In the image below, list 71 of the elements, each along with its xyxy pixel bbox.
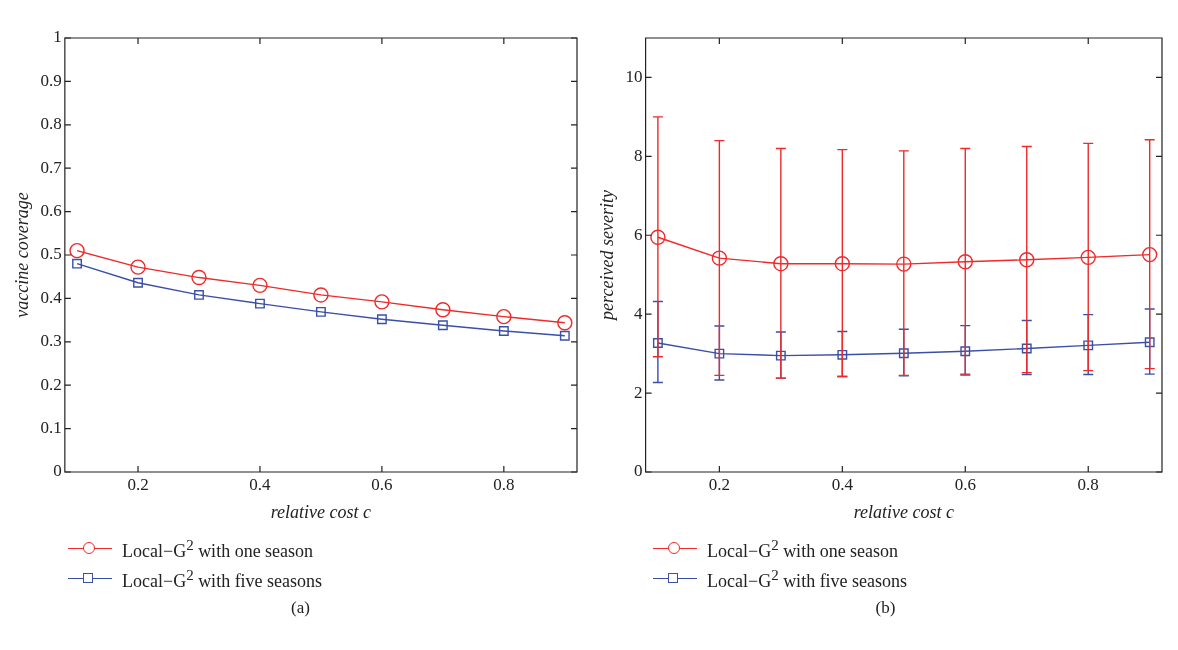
point [960, 346, 971, 357]
point [1144, 337, 1155, 348]
point [714, 348, 725, 359]
point [773, 255, 789, 272]
point [711, 250, 728, 266]
legend-label: Local−G$^{2}$ with five seasons [122, 566, 323, 592]
point [775, 350, 786, 361]
y-tick-label: 0.6 [40, 201, 62, 221]
point [650, 229, 666, 245]
legend-label: Local−G$^{2}$ with one season [122, 536, 314, 562]
y-tick-label: 0.2 [40, 374, 62, 394]
point [191, 269, 207, 286]
y-tick-label: 0.5 [40, 244, 62, 264]
y-tick-label: 0.1 [40, 418, 62, 438]
point [376, 314, 387, 325]
point [133, 277, 143, 288]
point [1083, 340, 1094, 351]
y-tick-label: 0.9 [40, 70, 62, 90]
point [834, 255, 851, 272]
point [652, 338, 663, 348]
y-tick-label: 0.8 [40, 114, 62, 134]
point [557, 315, 573, 331]
x-tick-label: 0.6 [954, 474, 976, 494]
point [130, 259, 146, 275]
x-axis-title: relative cost c [270, 501, 372, 522]
x-tick-label: 0.2 [708, 474, 730, 494]
point [1080, 249, 1096, 266]
y-tick-label: 10 [625, 66, 643, 86]
point [69, 242, 85, 259]
y-tick-label: 2 [634, 382, 643, 402]
point [315, 306, 326, 317]
x-axis-title: relative cost c [853, 501, 954, 522]
point [435, 301, 451, 318]
y-tick-label: 1 [53, 27, 62, 47]
legend-label: Local−G$^{2}$ with one season [707, 536, 899, 562]
point [1019, 252, 1035, 268]
point [1021, 343, 1032, 354]
point [72, 258, 82, 269]
y-axis-title: vaccine coverage [11, 192, 32, 318]
point [957, 254, 973, 270]
y-tick-label: 0 [634, 461, 643, 481]
point [898, 348, 909, 359]
y-tick-label: 6 [634, 224, 643, 244]
y-tick-label: 0.7 [40, 157, 63, 177]
text: (a) [290, 598, 311, 618]
point [255, 298, 265, 309]
x-tick-label: 0.4 [249, 474, 272, 494]
point [498, 326, 509, 336]
point [1142, 246, 1158, 263]
point [313, 287, 329, 303]
x-tick-label: 0.4 [831, 474, 854, 494]
y-tick-label: 4 [634, 303, 644, 323]
point [252, 277, 268, 294]
point [837, 349, 848, 360]
point [437, 320, 448, 331]
y-tick-label: 8 [634, 145, 643, 165]
point [896, 256, 912, 272]
y-tick-label: 0.4 [40, 287, 63, 307]
y-axis-title: perceived severity [596, 190, 617, 322]
text: (b) [874, 598, 897, 618]
y-tick-label: 0 [53, 461, 62, 481]
x-tick-label: 0.6 [371, 474, 393, 494]
x-tick-label: 0.8 [1077, 474, 1099, 494]
y-tick-label: 0.3 [40, 331, 62, 351]
legend-label: Local−G$^{2}$ with five seasons [707, 566, 908, 592]
point [559, 330, 570, 341]
point [496, 308, 512, 325]
point [194, 289, 204, 300]
point [374, 294, 390, 310]
x-tick-label: 0.2 [127, 474, 149, 494]
x-tick-label: 0.8 [493, 474, 515, 494]
